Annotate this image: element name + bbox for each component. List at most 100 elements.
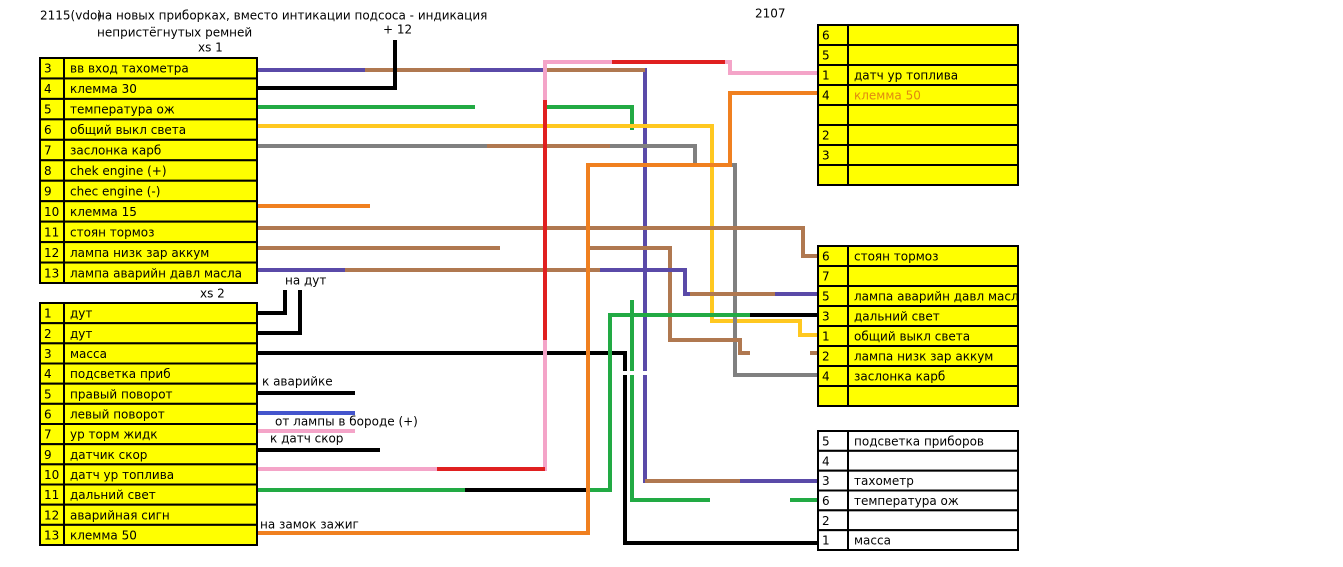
- label-cell: [63, 322, 258, 345]
- pin-number: 7: [44, 144, 52, 158]
- note-line: непристёгнутых ремней: [97, 26, 252, 40]
- pin-label: правый поворот: [70, 387, 173, 401]
- wires: [257, 40, 818, 545]
- pin-number: 9: [44, 184, 52, 198]
- pin-label: лампа низк зар аккум: [854, 350, 993, 364]
- model2-label: 2107: [755, 7, 786, 21]
- pin-number: 2: [822, 350, 830, 364]
- pin-label: масса: [854, 534, 891, 548]
- pin-label: заслонка карб: [854, 370, 945, 384]
- annotation: к датч скор: [270, 432, 343, 446]
- pin-number: 6: [44, 407, 52, 421]
- pin-number: 10: [44, 468, 59, 482]
- label-cell: [63, 302, 258, 325]
- pin-label: лампа аварийн давл масл: [854, 290, 1019, 304]
- pin-label: масса: [70, 347, 107, 361]
- pin-number: 1: [822, 69, 830, 83]
- pin-number: 6: [822, 29, 830, 43]
- label-cell: [847, 449, 1019, 472]
- pin-number: 6: [822, 494, 830, 508]
- pin-label: датч ур топлива: [854, 69, 958, 83]
- pin-number: 5: [822, 434, 830, 448]
- pin-number: 3: [44, 62, 52, 76]
- pin-number: 8: [44, 164, 52, 178]
- pin-label: дут: [70, 327, 92, 341]
- pin-label: общий выкл света: [854, 330, 970, 344]
- label-cell: [847, 124, 1019, 146]
- pin-label: дальний свет: [70, 488, 156, 502]
- pin-number: 2: [822, 129, 830, 143]
- model-label: 2115(vdo): [40, 9, 102, 23]
- pin-number: 4: [44, 82, 52, 96]
- pin-number: 7: [44, 428, 52, 442]
- pin-number: 11: [44, 488, 59, 502]
- plus12-label: + 12: [383, 23, 412, 37]
- pin-cell: [817, 164, 849, 186]
- pin-number: 3: [822, 310, 830, 324]
- pin-number: 1: [822, 534, 830, 548]
- connector-name: xs 2: [200, 287, 225, 301]
- pin-label: клемма 15: [70, 205, 137, 219]
- pin-number: 13: [44, 266, 59, 280]
- pin-label: подсветка приборов: [854, 434, 984, 448]
- pin-number: 6: [44, 123, 52, 137]
- pin-label: лампа аварийн давл масла: [70, 266, 242, 280]
- pin-number: 6: [822, 250, 830, 264]
- pin-label: chek engine (+): [70, 164, 167, 178]
- label-cell: [63, 261, 258, 284]
- pin-label: температура ож: [70, 103, 175, 117]
- pin-number: 5: [822, 49, 830, 63]
- pin-number: 5: [44, 387, 52, 401]
- label-cell: [847, 144, 1019, 166]
- pin-cell: [817, 104, 849, 126]
- pin-number: 1: [44, 307, 52, 321]
- pin-label: заслонка карб: [70, 144, 161, 158]
- pin-label: клемма 50: [70, 528, 137, 542]
- label-cell: [847, 24, 1019, 46]
- pin-label: стоян тормоз: [70, 225, 155, 239]
- connector-name: xs 1: [198, 41, 223, 55]
- pin-label: дут: [70, 307, 92, 321]
- pin-number: 10: [44, 205, 59, 219]
- pin-number: 2: [44, 327, 52, 341]
- pin-number: 4: [822, 454, 830, 468]
- label-cell: [847, 385, 1019, 407]
- pin-number: 3: [822, 474, 830, 488]
- label-cell: [847, 265, 1019, 287]
- pin-cell: [817, 385, 849, 407]
- pin-number: 3: [44, 347, 52, 361]
- note-line: на новых приборках, вместо интикации под…: [97, 9, 487, 23]
- pin-label: вв вход тахометра: [70, 62, 189, 76]
- pin-label: аварийная сигн: [70, 508, 170, 522]
- pin-label: клемма 30: [70, 82, 137, 96]
- pin-number: 9: [44, 448, 52, 462]
- pin-label: дальний свет: [854, 310, 940, 324]
- label-cell: [63, 523, 258, 546]
- pin-label: подсветка приб: [70, 367, 171, 381]
- annotation: на дут: [285, 274, 326, 288]
- pin-label: датч ур топлива: [70, 468, 174, 482]
- pin-number: 13: [44, 528, 59, 542]
- pin-number: 4: [822, 370, 830, 384]
- pin-label: общий выкл света: [70, 123, 186, 137]
- pin-number: 12: [44, 508, 59, 522]
- pin-number: 5: [44, 103, 52, 117]
- label-cell: [847, 529, 1019, 552]
- pin-number: 12: [44, 246, 59, 260]
- pin-label: стоян тормоз: [854, 250, 939, 264]
- pin-label: ур торм жидк: [70, 428, 158, 442]
- pin-label: клемма 50: [854, 89, 921, 103]
- pin-label: chec engine (-): [70, 184, 160, 198]
- pin-label: лампа низк зар аккум: [70, 246, 209, 260]
- label-cell: [847, 509, 1019, 532]
- pin-number: 4: [44, 367, 52, 381]
- pin-label: температура ож: [854, 494, 959, 508]
- label-cell: [847, 44, 1019, 66]
- pin-label: левый поворот: [70, 407, 165, 421]
- pin-number: 7: [822, 270, 830, 284]
- pin-label: тахометр: [854, 474, 914, 488]
- annotation: на замок зажиг: [260, 518, 359, 532]
- pin-number: 3: [822, 149, 830, 163]
- pin-number: 1: [822, 330, 830, 344]
